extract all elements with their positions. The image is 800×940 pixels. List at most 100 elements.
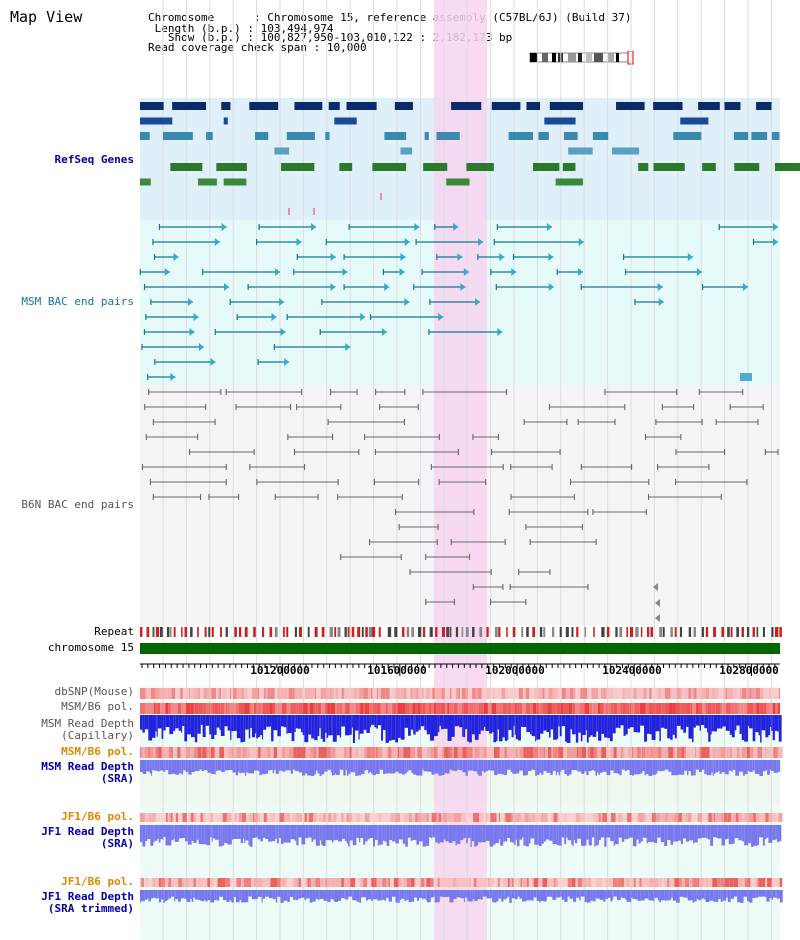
msm-pol2-cell <box>444 747 449 758</box>
jf1-pol-cell <box>584 813 589 822</box>
jf1-trim-bar <box>503 890 505 900</box>
msm-depth-sra-bar <box>207 760 212 773</box>
track-label-b6n-bac[interactable]: B6N BAC end pairs <box>21 498 134 511</box>
repeat-element <box>170 627 172 637</box>
track-label-jf1-depth[interactable]: JF1 Read Depth <box>41 825 134 838</box>
jf1-pol2-cell <box>738 878 741 887</box>
dbsnp-cell <box>179 688 181 699</box>
jf1-pol2-cell <box>250 878 254 887</box>
msm-pol-cell <box>336 703 341 714</box>
msm-depth-cap-bar <box>502 715 505 738</box>
jf1-pol-cell <box>369 813 374 822</box>
jf1-pol2-cell <box>680 878 682 887</box>
msm-depth-cap-bar <box>644 715 648 742</box>
jf1-pol2-cell <box>469 878 472 887</box>
jf1-pol-cell <box>456 813 462 822</box>
dbsnp-cell <box>186 688 189 699</box>
jf1-pol2-cell <box>340 878 342 887</box>
jf1-trim-bar <box>494 890 497 903</box>
jf1-pol2-cell <box>285 878 288 887</box>
jf1-pol2-cell <box>287 878 292 887</box>
msm-depth-cap-bar <box>447 715 452 741</box>
jf1-depth-bar <box>509 825 513 843</box>
repeat-element <box>371 627 376 637</box>
track-label-chromosome[interactable]: chromosome 15 <box>47 641 134 654</box>
jf1-pol-cell <box>307 813 309 822</box>
repeat-element <box>571 627 574 637</box>
track-label-msm-bac[interactable]: MSM BAC end pairs <box>21 295 134 308</box>
jf1-depth-bar <box>281 825 284 845</box>
msm-pol-cell <box>324 703 328 714</box>
track-label-dbsnp[interactable]: dbSNP(Mouse) <box>54 685 134 698</box>
jf1-trim-bar <box>434 890 438 903</box>
msm-depth-sra-bar <box>688 760 691 772</box>
msm-pol-cell <box>539 703 544 714</box>
dbsnp-cell <box>393 688 396 699</box>
msm-depth-sra-bar <box>527 760 532 772</box>
track-label-jf1-pol-1[interactable]: JF1/B6 pol. <box>61 810 134 823</box>
jf1-pol-cell <box>580 813 585 822</box>
repeat-element <box>344 627 347 637</box>
msm-depth-cap-bar <box>627 715 631 729</box>
jf1-depth-bar <box>342 825 345 839</box>
track-label-msm-depth-cap[interactable]: MSM Read Depth <box>41 717 134 730</box>
msm-depth-sra-bar <box>578 760 582 772</box>
jf1-trim-bar <box>304 890 307 900</box>
msm-bac-arrow <box>478 238 484 246</box>
jf1-pol2-cell <box>199 878 205 887</box>
msm-pol-cell <box>589 703 593 714</box>
jf1-pol2-cell <box>424 878 427 887</box>
jf1-trim-bar <box>691 890 693 901</box>
track-label-jf1-pol-2[interactable]: JF1/B6 pol. <box>61 875 134 888</box>
jf1-depth-bar <box>311 825 314 842</box>
track-label-refseq[interactable]: RefSeq Genes <box>54 153 134 166</box>
jf1-trim-bar <box>637 890 641 901</box>
jf1-pol-cell <box>221 813 223 822</box>
jf1-trim-bar <box>631 890 633 898</box>
msm-depth-cap-bar <box>700 715 705 726</box>
jf1-pol2-cell <box>558 878 563 887</box>
msm-pol-cell <box>722 703 726 714</box>
msm-depth-sra-bar <box>140 760 143 773</box>
jf1-pol2-cell <box>501 878 503 887</box>
msm-pol-cell <box>436 703 441 714</box>
selection-highlight <box>434 0 487 940</box>
dbsnp-cell <box>357 688 359 699</box>
b6n-bac-arrow <box>655 614 660 622</box>
jf1-pol2-cell <box>241 878 244 887</box>
dbsnp-cell <box>747 688 750 699</box>
jf1-trim-bar <box>524 890 527 902</box>
refseq-mark <box>288 208 290 215</box>
msm-pol-cell <box>210 703 213 714</box>
msm-depth-sra-bar <box>536 760 540 775</box>
dbsnp-cell <box>498 688 502 699</box>
jf1-depth-bar <box>678 825 681 841</box>
track-label-msm-b6-pol-2[interactable]: MSM/B6 pol. <box>61 745 134 758</box>
jf1-pol2-cell <box>538 878 543 887</box>
track-label-repeat[interactable]: Repeat <box>94 625 134 638</box>
track-label-msm-depth-sra[interactable]: MSM Read Depth <box>41 760 134 773</box>
jf1-trim-bar <box>659 890 662 903</box>
msm-depth-sra-bar <box>302 760 306 776</box>
jf1-depth-bar <box>179 825 183 839</box>
refseq-gene <box>562 163 576 171</box>
msm-depth-cap-bar <box>300 715 303 733</box>
track-label-jf1-trim[interactable]: JF1 Read Depth <box>41 890 134 903</box>
msm-depth-sra-bar <box>459 760 463 771</box>
jf1-trim-bar <box>175 890 178 900</box>
msm-depth-sra-bar <box>339 760 344 770</box>
track-label-msm-b6-pol-1[interactable]: MSM/B6 pol. <box>61 700 134 713</box>
jf1-pol-cell <box>233 813 235 822</box>
jf1-pol-cell <box>765 813 769 822</box>
jf1-trim-bar <box>748 890 753 903</box>
jf1-pol2-cell <box>582 878 587 887</box>
msm-depth-sra-bar <box>305 760 308 774</box>
msm-depth-cap-bar <box>586 715 589 743</box>
msm-pol2-cell <box>321 747 327 758</box>
jf1-pol2-cell <box>641 878 646 887</box>
msm-pol2-cell <box>351 747 357 758</box>
msm-depth-sra-bar <box>619 760 622 776</box>
jf1-pol-cell <box>575 813 577 822</box>
msm-pol2-cell <box>219 747 225 758</box>
